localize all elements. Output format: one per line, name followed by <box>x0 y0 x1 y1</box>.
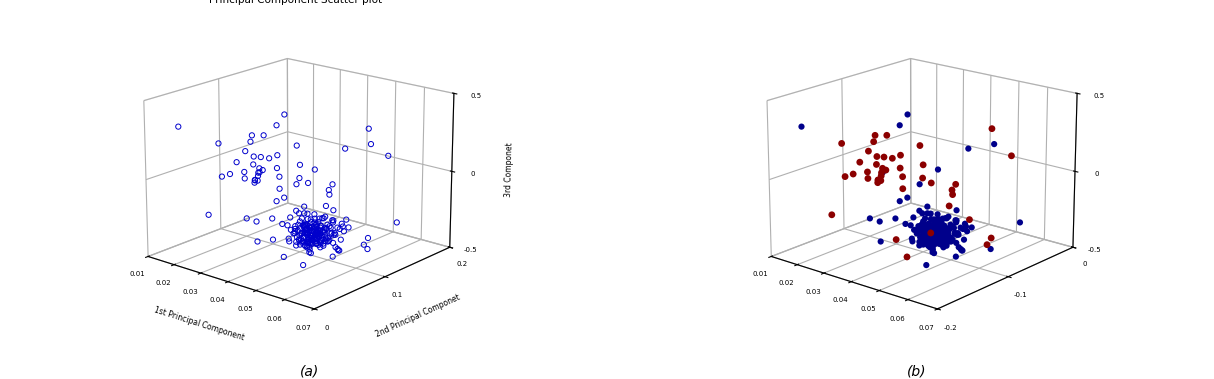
Title: Principal Component Scatter plot: Principal Component Scatter plot <box>209 0 382 5</box>
Y-axis label: 2nd Principal Componet: 2nd Principal Componet <box>375 293 463 340</box>
Text: (a): (a) <box>300 364 319 378</box>
Text: (b): (b) <box>907 364 926 378</box>
X-axis label: 1st Principal Component: 1st Principal Component <box>153 305 245 342</box>
